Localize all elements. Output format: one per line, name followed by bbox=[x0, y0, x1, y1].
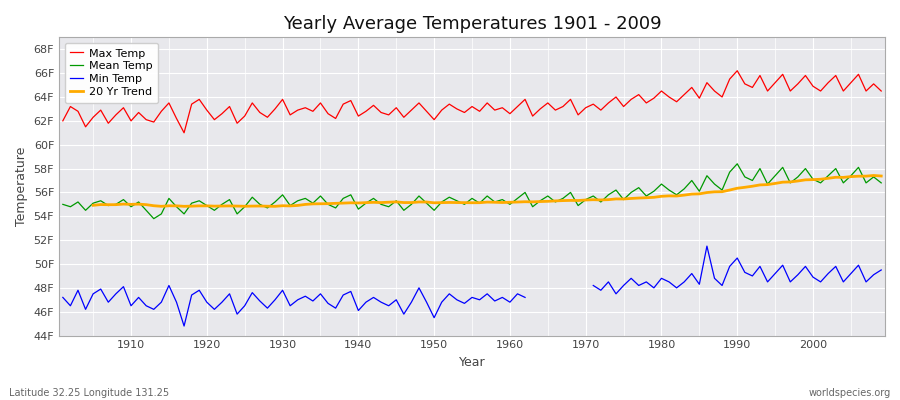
Max Temp bbox=[505, 111, 516, 116]
Min Temp bbox=[284, 303, 295, 308]
Mean Temp bbox=[148, 216, 159, 221]
Mean Temp bbox=[58, 202, 68, 207]
Min Temp bbox=[58, 295, 68, 300]
Text: Latitude 32.25 Longitude 131.25: Latitude 32.25 Longitude 131.25 bbox=[9, 388, 169, 398]
Max Temp bbox=[118, 105, 129, 110]
Mean Temp bbox=[876, 180, 886, 185]
Line: 20 Yr Trend: 20 Yr Trend bbox=[93, 176, 881, 206]
Max Temp bbox=[179, 130, 190, 135]
Min Temp bbox=[876, 268, 886, 272]
Max Temp bbox=[876, 89, 886, 94]
Mean Temp bbox=[118, 197, 129, 202]
Max Temp bbox=[512, 104, 523, 109]
20 Yr Trend bbox=[330, 201, 341, 206]
20 Yr Trend bbox=[596, 198, 607, 202]
20 Yr Trend bbox=[505, 200, 516, 205]
Title: Yearly Average Temperatures 1901 - 2009: Yearly Average Temperatures 1901 - 2009 bbox=[283, 15, 662, 33]
Mean Temp bbox=[512, 196, 523, 201]
Legend: Max Temp, Mean Temp, Min Temp, 20 Yr Trend: Max Temp, Mean Temp, Min Temp, 20 Yr Tre… bbox=[65, 43, 158, 103]
X-axis label: Year: Year bbox=[459, 356, 485, 369]
20 Yr Trend bbox=[876, 174, 886, 178]
Max Temp bbox=[292, 108, 303, 112]
Text: worldspecies.org: worldspecies.org bbox=[809, 388, 891, 398]
Line: Min Temp: Min Temp bbox=[63, 246, 881, 326]
20 Yr Trend bbox=[284, 204, 295, 208]
20 Yr Trend bbox=[118, 202, 129, 206]
Mean Temp bbox=[732, 161, 742, 166]
Mean Temp bbox=[603, 192, 614, 197]
Line: Mean Temp: Mean Temp bbox=[63, 164, 881, 219]
Max Temp bbox=[603, 100, 614, 105]
Max Temp bbox=[338, 102, 348, 106]
Min Temp bbox=[497, 295, 508, 300]
Max Temp bbox=[58, 118, 68, 123]
Min Temp bbox=[118, 284, 129, 289]
Min Temp bbox=[505, 300, 516, 304]
Mean Temp bbox=[338, 196, 348, 201]
Max Temp bbox=[732, 68, 742, 73]
Y-axis label: Temperature: Temperature bbox=[15, 147, 28, 226]
Mean Temp bbox=[505, 202, 516, 207]
Mean Temp bbox=[292, 198, 303, 203]
Min Temp bbox=[603, 280, 614, 284]
20 Yr Trend bbox=[497, 200, 508, 205]
Line: Max Temp: Max Temp bbox=[63, 71, 881, 133]
Min Temp bbox=[330, 306, 341, 310]
